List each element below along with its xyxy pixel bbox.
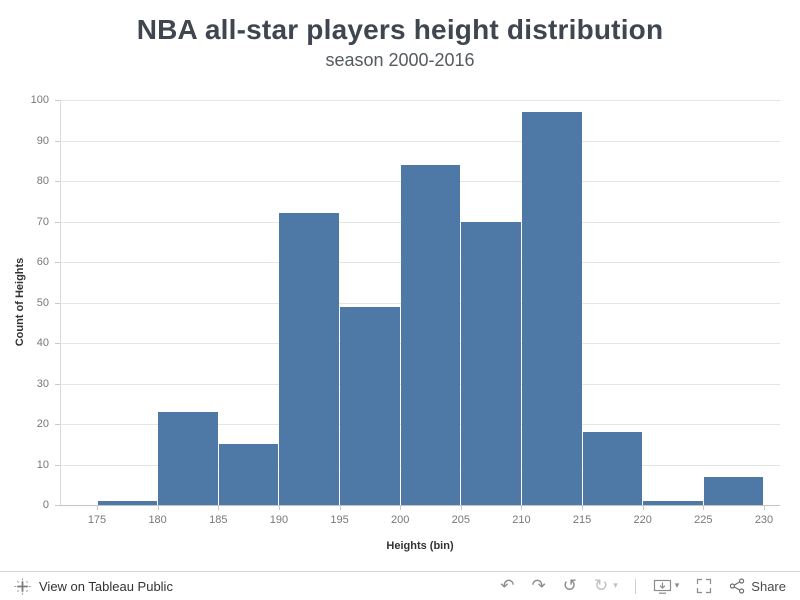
y-tick-mark: [55, 343, 60, 344]
gridline: [60, 100, 780, 101]
refresh-icon[interactable]: ↻: [593, 575, 609, 596]
x-tick-mark: [582, 505, 584, 510]
x-axis-line: [60, 505, 780, 506]
y-tick-mark: [55, 383, 60, 385]
x-tick-mark: [642, 505, 644, 510]
x-tick-label: 180: [148, 514, 167, 526]
x-tick-label: 215: [572, 514, 592, 526]
histogram-bar[interactable]: [218, 444, 279, 505]
x-tick-label: 200: [390, 514, 410, 526]
histogram-bar[interactable]: [400, 164, 461, 505]
download-icon: [653, 579, 671, 594]
view-on-tableau-public-label: View on Tableau Public: [39, 578, 173, 594]
y-tick-mark: [55, 464, 60, 466]
histogram-bar[interactable]: [703, 476, 764, 505]
histogram-bar[interactable]: [158, 411, 218, 505]
tableau-logo-icon: [14, 577, 31, 595]
download-button[interactable]: ▾: [653, 578, 680, 595]
histogram-bar[interactable]: [340, 306, 400, 505]
x-tick-mark: [703, 505, 705, 510]
x-tick-mark: [97, 505, 98, 510]
x-tick-mark: [764, 505, 765, 510]
undo-icon[interactable]: ↶: [500, 575, 515, 596]
x-tick-label: 175: [87, 514, 107, 526]
histogram-bar[interactable]: [97, 500, 158, 505]
chart-container: Count of Heights 0 10 20 30 40 50 60 70 80 90 100 …: [0, 88, 800, 570]
toolbar-actions: ↶ ↷ ↺ ↻ ▾ ▾ Share: [500, 575, 786, 596]
histogram-bar[interactable]: [643, 500, 703, 505]
plot-area[interactable]: [60, 100, 780, 505]
toolbar-divider: [634, 578, 636, 594]
y-tick-mark: [55, 424, 60, 425]
share-label: Share: [751, 578, 786, 594]
share-button[interactable]: Share: [729, 578, 786, 594]
y-tick-label: 80: [36, 175, 49, 187]
title-block: NBA all-star players height distribution…: [0, 0, 800, 71]
y-tick-mark: [55, 100, 60, 101]
y-tick-mark: [55, 221, 60, 223]
x-axis-title: Heights (bin): [386, 540, 454, 552]
y-axis: 0 10 20 30 40 50 60 70 80 90 100: [0, 94, 60, 511]
fullscreen-button[interactable]: [696, 578, 712, 594]
tableau-toolbar: View on Tableau Public ↶ ↷ ↺ ↻ ▾ ▾: [0, 571, 800, 600]
view-on-tableau-public-link[interactable]: View on Tableau Public: [14, 577, 173, 595]
x-tick-mark: [460, 505, 462, 510]
y-tick-mark: [55, 505, 60, 506]
y-tick-label: 60: [36, 256, 49, 268]
revert-icon[interactable]: ↺: [562, 575, 577, 596]
fullscreen-icon: [697, 578, 712, 594]
y-tick-label: 20: [36, 418, 49, 430]
x-tick-mark: [278, 505, 280, 510]
caret-down-icon[interactable]: ▾: [613, 580, 618, 591]
chart-title: NBA all-star players height distribution: [136, 14, 664, 45]
histogram-bar[interactable]: [582, 432, 643, 505]
x-tick-label: 230: [754, 514, 774, 526]
y-tick-label: 30: [36, 377, 49, 390]
y-tick-mark: [55, 302, 60, 304]
y-tick-label: 100: [30, 94, 49, 106]
x-tick-label: 225: [694, 514, 713, 526]
y-tick-label: 50: [36, 296, 49, 309]
y-tick-mark: [55, 140, 60, 142]
caret-down-icon: ▾: [674, 581, 680, 591]
x-tick-label: 210: [512, 514, 531, 526]
y-tick-mark: [55, 262, 60, 263]
y-tick-label: 0: [42, 499, 49, 511]
chart-subtitle: season 2000-2016: [325, 50, 475, 70]
y-tick-label: 10: [36, 458, 49, 471]
x-tick-label: 205: [451, 514, 470, 526]
x-tick-mark: [218, 505, 220, 510]
redo-icon[interactable]: ↷: [531, 575, 546, 596]
x-tick-label: 190: [269, 514, 289, 526]
histogram-bar[interactable]: [279, 213, 340, 505]
histogram-bar[interactable]: [521, 112, 582, 505]
y-tick-label: 40: [36, 337, 49, 349]
x-tick-label: 220: [633, 514, 652, 526]
gridline: [60, 140, 780, 142]
share-icon: [730, 578, 745, 594]
y-tick-label: 90: [36, 134, 49, 147]
x-axis: 175 180 185 190 195 200 205 210 215 220 225 230: [60, 505, 780, 539]
x-tick-mark: [157, 505, 159, 510]
x-tick-mark: [521, 505, 523, 510]
y-tick-mark: [55, 181, 60, 182]
x-tick-mark: [339, 505, 341, 510]
y-tick-label: 70: [36, 215, 49, 228]
x-tick-label: 195: [330, 514, 349, 526]
x-tick-mark: [400, 505, 402, 510]
histogram-bar[interactable]: [461, 221, 521, 505]
x-tick-label: 185: [209, 514, 228, 526]
